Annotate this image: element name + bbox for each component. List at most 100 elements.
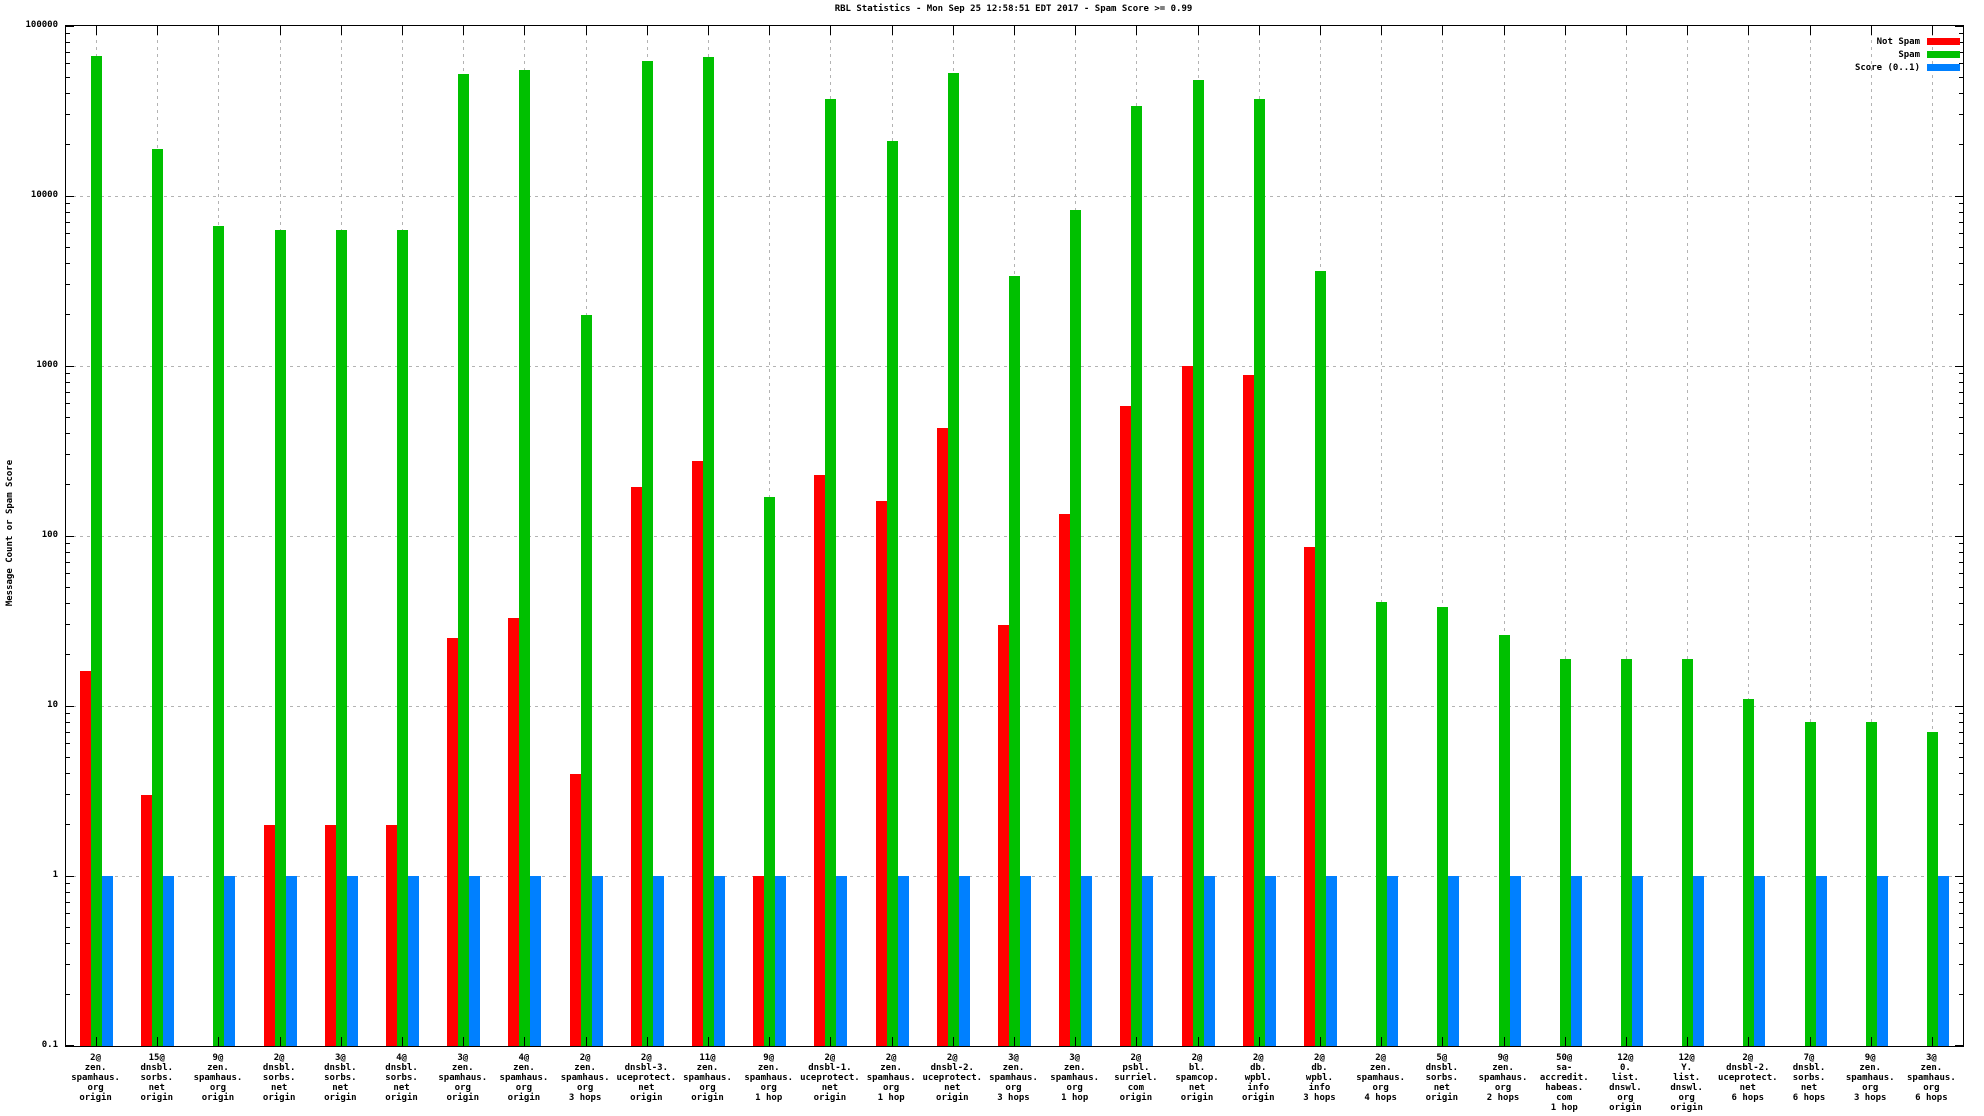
bar-spam	[641, 61, 653, 1046]
bar-spam	[335, 230, 347, 1046]
x-tick-bottom	[1258, 1037, 1260, 1046]
y-minor-tick	[1959, 573, 1963, 575]
x-tick-label: 9@ zen. spamhaus. org origin	[187, 1053, 248, 1103]
y-minor-tick	[1959, 743, 1963, 745]
x-tick-label-line: sorbs.	[140, 1073, 174, 1083]
gridline-vertical	[1687, 26, 1689, 1046]
x-tick-label-line: 1 hop	[1061, 1093, 1089, 1103]
y-minor-tick	[66, 433, 70, 435]
x-tick-label-line: zen.	[880, 1063, 902, 1073]
y-minor-tick	[1959, 561, 1963, 563]
x-tick-label-line: org	[760, 1083, 777, 1093]
x-tick-top	[157, 26, 159, 35]
x-tick-top	[1075, 26, 1077, 35]
x-tick-label-line: 9@	[1497, 1053, 1509, 1063]
x-tick-label-line: zen.	[1920, 1063, 1943, 1073]
y-major-tick	[1955, 705, 1963, 707]
x-tick-label: 50@ sa-accredit. habeas. com 1 hop	[1534, 1053, 1595, 1113]
bar-score	[714, 876, 726, 1046]
x-tick-label-line: org	[87, 1083, 104, 1093]
x-tick-label-line: 4@	[396, 1053, 407, 1063]
x-tick-bottom	[1075, 1037, 1077, 1046]
x-tick-label-line: origin	[1180, 1093, 1214, 1103]
x-tick-label-line: uceprotect.	[922, 1073, 983, 1083]
x-tick-label-line: 2@	[1252, 1053, 1264, 1063]
x-tick-top	[1564, 26, 1566, 35]
x-tick-label-line: 6 hops	[1731, 1093, 1765, 1103]
x-tick-top	[891, 26, 893, 35]
y-minor-tick	[1959, 794, 1963, 796]
x-tick-label-line: net	[638, 1083, 655, 1093]
x-tick-label-line: spamhaus.	[683, 1073, 732, 1083]
x-tick-top	[524, 26, 526, 35]
x-tick-label-line: dnswl.	[1609, 1083, 1642, 1093]
y-minor-tick	[66, 284, 70, 286]
x-tick-label-line: dnsbl.	[1792, 1063, 1826, 1073]
y-tick-label: 0.1	[41, 1040, 58, 1050]
x-tick-label-line: net	[1188, 1083, 1206, 1093]
x-tick-top	[585, 26, 587, 35]
x-tick-bottom	[463, 1037, 465, 1046]
y-minor-tick	[66, 33, 70, 35]
bar-spam	[1437, 607, 1449, 1046]
bar-score	[1448, 876, 1460, 1046]
x-tick-label-line: origin	[324, 1093, 357, 1103]
bar-score	[775, 876, 787, 1046]
x-tick-label-line: dnsbl-1.	[808, 1063, 852, 1073]
bar-not-spam	[936, 428, 948, 1046]
x-tick-label-line: origin	[1425, 1093, 1459, 1103]
y-tick-label: 100	[41, 530, 58, 540]
y-minor-tick	[66, 731, 70, 733]
bar-spam	[1682, 658, 1694, 1046]
x-tick-label: 2@ zen. spamhaus. org 3 hops	[555, 1053, 616, 1103]
y-major-tick	[66, 195, 74, 197]
x-tick-label: 4@ dnsbl. sorbs. net origin	[371, 1053, 432, 1103]
x-tick-label-line: 2@	[640, 1053, 652, 1063]
bar-spam	[764, 496, 776, 1046]
bar-spam	[1498, 635, 1510, 1046]
x-tick-bottom	[1442, 1037, 1444, 1046]
x-tick-label-line: 2@	[1191, 1053, 1203, 1063]
x-tick-label-line: spamhaus.	[438, 1073, 488, 1083]
y-minor-tick	[1959, 994, 1963, 996]
y-major-tick	[1955, 875, 1963, 877]
bar-score	[163, 876, 175, 1046]
y-minor-tick	[66, 114, 70, 116]
y-minor-tick	[1959, 314, 1963, 316]
x-tick-label-line: 3@	[457, 1053, 469, 1063]
x-tick-label-line: 3@	[1008, 1053, 1019, 1063]
x-tick-label-line: dnsbl.	[140, 1063, 174, 1073]
y-minor-tick	[1959, 263, 1963, 265]
bar-spam	[152, 148, 164, 1046]
bar-spam	[703, 56, 715, 1046]
x-tick-top	[830, 26, 832, 35]
x-tick-label-line: zen.	[696, 1063, 719, 1073]
y-minor-tick	[1959, 433, 1963, 435]
x-tick-label-line: spamhaus.	[71, 1073, 120, 1083]
x-tick-label-line: origin	[507, 1093, 541, 1103]
gridline-vertical	[1503, 26, 1505, 1046]
x-tick-label-line: dnsbl.	[385, 1063, 418, 1073]
x-tick-top	[1136, 26, 1138, 35]
x-tick-label-line: 7@	[1803, 1053, 1815, 1063]
y-minor-tick	[66, 93, 70, 95]
bar-score	[102, 876, 114, 1046]
x-tick-label-line: net	[1800, 1083, 1818, 1093]
x-tick-bottom	[1931, 1037, 1933, 1046]
y-minor-tick	[1959, 901, 1963, 903]
x-tick-label: 4@ zen. spamhaus. org origin	[493, 1053, 554, 1103]
y-minor-tick	[1959, 144, 1963, 146]
y-minor-tick	[66, 964, 70, 966]
bar-score	[1509, 876, 1521, 1046]
x-tick-label-line: origin	[1670, 1103, 1703, 1113]
x-tick-top	[1014, 26, 1015, 35]
y-minor-tick	[1959, 721, 1963, 723]
x-tick-top	[1870, 26, 1872, 35]
x-tick-label-line: 4 hops	[1364, 1093, 1397, 1103]
bar-score	[836, 876, 848, 1046]
legend-swatch-spam	[1927, 51, 1960, 58]
x-tick-bottom	[218, 1037, 220, 1046]
x-tick-label-line: 0.	[1620, 1063, 1631, 1073]
y-major-tick	[1955, 365, 1963, 367]
